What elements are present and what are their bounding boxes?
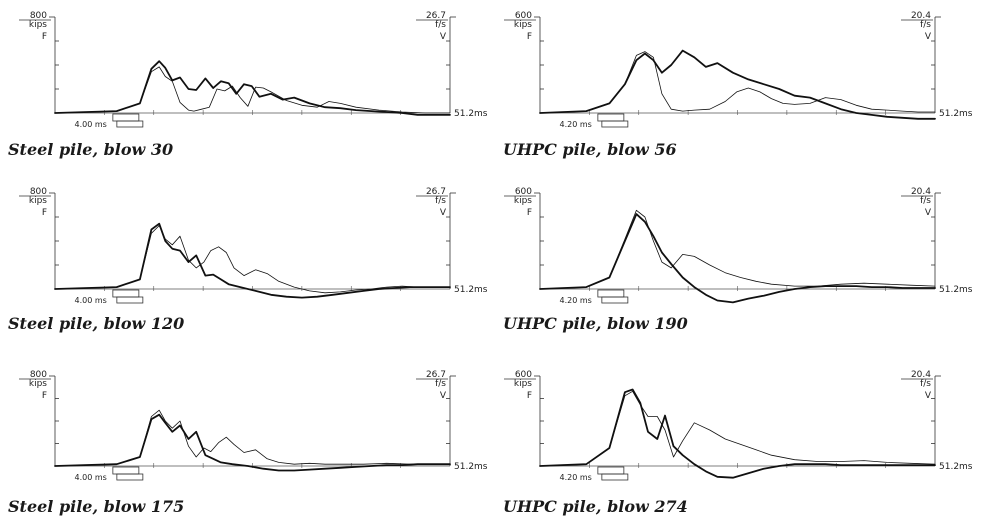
panel-1-time-end: 51.2ms	[454, 109, 488, 119]
panel-6-force-trace	[539, 388, 936, 479]
panel-4-velocity-unit: f/s	[920, 196, 931, 206]
panel-6-time-end: 51.2ms	[939, 462, 973, 472]
panel-6-force-unit: kips	[514, 379, 532, 389]
panel-5-force-label: F	[42, 391, 47, 401]
panel-6-velocity-trace	[539, 390, 936, 467]
panel-5-velocity-label: V	[440, 391, 447, 401]
panel-1-bracket-upper	[112, 113, 140, 122]
panel-6-bracket-lower	[601, 473, 629, 481]
panel-2-velocity-max: 20.4	[911, 11, 931, 21]
panel-2-velocity-unit: f/s	[920, 20, 931, 30]
panel-3-force-unit: kips	[29, 196, 47, 206]
panel-6-velocity-unit: f/s	[920, 379, 931, 389]
caption-steel-blow-30: Steel pile, blow 30	[8, 140, 174, 159]
panel-2-bracket-lower	[601, 120, 629, 128]
panel-5-bracket-lower	[116, 473, 144, 481]
panel-1-velocity-trace	[54, 66, 451, 114]
panel-5-force-unit: kips	[29, 379, 47, 389]
panel-5-velocity-trace	[54, 409, 451, 467]
panel-3-force-label: F	[42, 208, 47, 218]
panel-3-velocity-max: 26.7	[426, 187, 446, 197]
panel-2-velocity-trace	[539, 51, 936, 114]
panel-1-force-trace	[54, 60, 451, 116]
panel-1-bracket-lower	[116, 120, 144, 128]
panel-4-velocity-trace	[539, 209, 936, 290]
panel-4-force-unit: kips	[514, 196, 532, 206]
panel-5-velocity-max: 26.7	[426, 370, 446, 380]
caption-uhpc-blow-274: UHPC pile, blow 274	[503, 497, 688, 516]
panel-5-time-marker: 4.00 ms	[75, 473, 107, 482]
panel-1-velocity-max: 26.7	[426, 11, 446, 21]
panel-2-bracket-upper	[597, 113, 625, 122]
panel-6-force-label: F	[527, 391, 532, 401]
panel-6-time-marker: 4.20 ms	[560, 473, 592, 482]
panel-6-velocity-max: 20.4	[911, 370, 931, 380]
panel-6-force-max: 600	[515, 370, 532, 380]
panel-4-time-marker: 4.20 ms	[560, 296, 592, 305]
panel-3-time-marker: 4.00 ms	[75, 296, 107, 305]
panel-2-velocity-label: V	[925, 32, 932, 42]
panel-2-force-unit: kips	[514, 20, 532, 30]
panel-1-force-label: F	[42, 32, 47, 42]
panel-3-velocity-unit: f/s	[435, 196, 446, 206]
panel-3-bracket-upper	[112, 289, 140, 298]
panel-6-bracket-upper	[597, 466, 625, 475]
panel-3-velocity-label: V	[440, 208, 447, 218]
panel-4-velocity-max: 20.4	[911, 187, 931, 197]
panel-1-velocity-label: V	[440, 32, 447, 42]
panel-5-time-end: 51.2ms	[454, 462, 488, 472]
panel-3-velocity-trace	[54, 225, 451, 294]
panel-4-force-trace	[539, 213, 936, 304]
caption-uhpc-blow-190: UHPC pile, blow 190	[503, 314, 688, 333]
panel-2-force-trace	[539, 49, 936, 120]
caption-steel-blow-175: Steel pile, blow 175	[8, 497, 185, 516]
panel-3-bracket-lower	[116, 296, 144, 304]
caption-steel-blow-120: Steel pile, blow 120	[8, 314, 185, 333]
panel-4-bracket-lower	[601, 296, 629, 304]
panel-3-time-end: 51.2ms	[454, 285, 488, 295]
panel-5-force-max: 800	[30, 370, 47, 380]
panel-1-force-unit: kips	[29, 20, 47, 30]
panel-1-time-marker: 4.00 ms	[75, 120, 107, 129]
panel-4-velocity-label: V	[925, 208, 932, 218]
panel-4-force-max: 600	[515, 187, 532, 197]
panel-6-velocity-label: V	[925, 391, 932, 401]
panel-1-velocity-unit: f/s	[435, 20, 446, 30]
panel-2-force-max: 600	[515, 11, 532, 21]
panel-2-force-label: F	[527, 32, 532, 42]
panel-1-force-max: 800	[30, 11, 47, 21]
panel-4-force-label: F	[527, 208, 532, 218]
panel-2-time-marker: 4.20 ms	[560, 120, 592, 129]
panel-5-velocity-unit: f/s	[435, 379, 446, 389]
panel-4-bracket-upper	[597, 289, 625, 298]
caption-uhpc-blow-56: UHPC pile, blow 56	[503, 140, 677, 159]
panel-5-force-trace	[54, 413, 451, 472]
panel-5-bracket-upper	[112, 466, 140, 475]
panel-4-time-end: 51.2ms	[939, 285, 973, 295]
panel-3-force-max: 800	[30, 187, 47, 197]
panel-2-time-end: 51.2ms	[939, 109, 973, 119]
